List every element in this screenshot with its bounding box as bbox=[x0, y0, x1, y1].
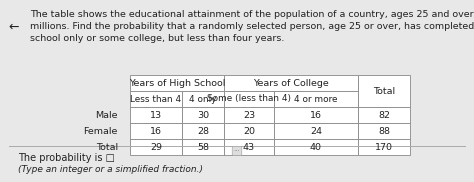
Text: Male: Male bbox=[95, 110, 118, 120]
Text: Some (less than 4): Some (less than 4) bbox=[207, 94, 291, 104]
Text: 29: 29 bbox=[150, 143, 162, 151]
Text: 16: 16 bbox=[310, 110, 322, 120]
Text: 4 only: 4 only bbox=[189, 94, 217, 104]
Text: Less than 4: Less than 4 bbox=[130, 94, 182, 104]
Bar bbox=[358, 123, 410, 139]
Text: 20: 20 bbox=[243, 126, 255, 136]
Bar bbox=[182, 107, 224, 123]
Text: Total: Total bbox=[96, 143, 118, 151]
Bar bbox=[224, 91, 274, 107]
Text: Years of College: Years of College bbox=[253, 78, 329, 88]
Text: 170: 170 bbox=[375, 143, 393, 151]
Text: Years of High School: Years of High School bbox=[129, 78, 225, 88]
Bar bbox=[224, 139, 274, 155]
Text: 13: 13 bbox=[150, 110, 162, 120]
Bar bbox=[358, 139, 410, 155]
Text: ←: ← bbox=[8, 21, 18, 33]
Text: 28: 28 bbox=[197, 126, 209, 136]
Text: 4 or more: 4 or more bbox=[294, 94, 338, 104]
Text: 23: 23 bbox=[243, 110, 255, 120]
Bar bbox=[182, 91, 224, 107]
Bar bbox=[130, 139, 182, 155]
Text: 82: 82 bbox=[378, 110, 390, 120]
Bar bbox=[224, 123, 274, 139]
Bar bbox=[130, 75, 224, 91]
Text: 58: 58 bbox=[197, 143, 209, 151]
Bar bbox=[182, 123, 224, 139]
Text: ···: ··· bbox=[234, 148, 240, 154]
Bar bbox=[224, 75, 358, 91]
Text: 30: 30 bbox=[197, 110, 209, 120]
Bar bbox=[130, 91, 182, 107]
Text: 88: 88 bbox=[378, 126, 390, 136]
Bar bbox=[130, 107, 182, 123]
Bar bbox=[358, 75, 410, 107]
Bar bbox=[274, 107, 358, 123]
Bar bbox=[224, 107, 274, 123]
Text: Total: Total bbox=[373, 86, 395, 96]
Text: The probability is □: The probability is □ bbox=[18, 153, 115, 163]
Bar bbox=[274, 91, 358, 107]
Text: 43: 43 bbox=[243, 143, 255, 151]
Bar bbox=[274, 123, 358, 139]
Text: 16: 16 bbox=[150, 126, 162, 136]
Bar bbox=[130, 123, 182, 139]
Text: (Type an integer or a simplified fraction.): (Type an integer or a simplified fractio… bbox=[18, 165, 203, 175]
Text: 40: 40 bbox=[310, 143, 322, 151]
Bar bbox=[274, 139, 358, 155]
Bar bbox=[358, 107, 410, 123]
Text: Female: Female bbox=[83, 126, 118, 136]
Bar bbox=[182, 139, 224, 155]
Text: 24: 24 bbox=[310, 126, 322, 136]
Text: The table shows the educational attainment of the population of a country, ages : The table shows the educational attainme… bbox=[30, 10, 474, 43]
